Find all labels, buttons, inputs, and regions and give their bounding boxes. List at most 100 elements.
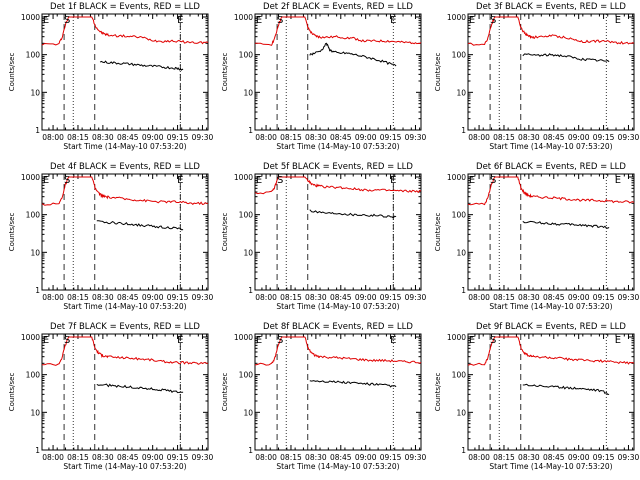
x-tick-label: 09:15 — [593, 293, 615, 302]
chart-panel: Det 9f BLACK = Events, RED = LLD 1000 100 1… — [434, 322, 640, 471]
y-tick-label: 1 — [248, 446, 253, 455]
y-tick-label: 1 — [461, 126, 466, 135]
chart-panel: Det 3f BLACK = Events, RED = LLD 1000 100 1… — [434, 2, 640, 151]
start-marker-label: S — [490, 335, 496, 346]
chart-panel: Det 1f BLACK = Events, RED = LLD 1000 100 1… — [8, 2, 214, 151]
x-tick-label: 09:00 — [142, 133, 164, 142]
end-marker-label: E — [256, 175, 262, 186]
y-tick-label: 1000 — [21, 173, 40, 182]
lld-series-line — [41, 176, 209, 206]
y-tick-label: 100 — [26, 211, 41, 220]
end-marker-label: E — [469, 335, 475, 346]
chart-title: Det 9f BLACK = Events, RED = LLD — [476, 322, 626, 332]
chart-panel: Det 7f BLACK = Events, RED = LLD 1000 100 1… — [8, 322, 214, 471]
x-tick-label: 09:00 — [355, 453, 377, 462]
y-tick-label: 10 — [456, 88, 466, 97]
y-tick-label: 1000 — [21, 333, 40, 342]
x-tick-label: 08:15 — [280, 133, 302, 142]
end-marker-label: E — [43, 15, 49, 26]
x-tick-label: 08:15 — [67, 453, 89, 462]
plot-frame — [254, 13, 422, 131]
x-tick-label: 09:15 — [380, 133, 402, 142]
x-axis-label: Start Time (14-May-10 07:53:20) — [489, 302, 612, 311]
end-marker-label: E — [615, 335, 621, 346]
chart-panel: Det 2f BLACK = Events, RED = LLD 1000 100 1… — [221, 2, 427, 151]
x-tick-label: 08:00 — [468, 133, 490, 142]
y-tick-label: 1000 — [447, 333, 466, 342]
y-tick-label: 100 — [452, 211, 467, 220]
y-axis-label: Counts/sec — [434, 373, 442, 412]
y-tick-label: 100 — [239, 371, 254, 380]
y-tick-label: 1000 — [234, 13, 253, 22]
y-axis-label: Counts/sec — [434, 213, 442, 252]
chart-title: Det 1f BLACK = Events, RED = LLD — [50, 2, 200, 12]
lld-series-line — [254, 176, 422, 195]
y-tick-label: 100 — [26, 51, 41, 60]
x-tick-label: 08:45 — [117, 453, 139, 462]
y-tick-label: 10 — [243, 408, 253, 417]
chart-title: Det 4f BLACK = Events, RED = LLD — [50, 162, 200, 172]
x-tick-label: 09:30 — [192, 293, 214, 302]
x-tick-label: 08:00 — [42, 133, 64, 142]
end-marker-label: E — [615, 175, 621, 186]
y-axis-label: Counts/sec — [221, 213, 229, 252]
x-tick-label: 08:45 — [117, 293, 139, 302]
y-tick-label: 1 — [35, 286, 40, 295]
x-tick-label: 09:30 — [405, 293, 427, 302]
events-series-line — [96, 383, 184, 394]
x-tick-label: 08:30 — [518, 453, 540, 462]
x-tick-label: 09:30 — [192, 453, 214, 462]
y-tick-label: 10 — [30, 88, 40, 97]
events-series-line — [522, 53, 610, 63]
x-tick-label: 08:00 — [255, 453, 277, 462]
y-tick-label: 10 — [30, 408, 40, 417]
x-tick-label: 09:00 — [355, 293, 377, 302]
y-axis-label: Counts/sec — [434, 53, 442, 92]
chart-panel: Det 6f BLACK = Events, RED = LLD 1000 100 1… — [434, 162, 640, 311]
plot-frame — [41, 333, 209, 451]
y-tick-label: 1000 — [447, 13, 466, 22]
chart-panel: Det 4f BLACK = Events, RED = LLD 1000 100 1… — [8, 162, 214, 311]
x-tick-label: 08:00 — [255, 293, 277, 302]
lld-series-line — [467, 336, 635, 366]
chart-title: Det 3f BLACK = Events, RED = LLD — [476, 2, 626, 12]
plot-frame — [467, 333, 635, 451]
end-marker-label: E — [177, 15, 183, 26]
x-tick-label: 08:45 — [330, 453, 352, 462]
y-tick-label: 100 — [239, 211, 254, 220]
y-tick-label: 10 — [456, 408, 466, 417]
chart-panel: Det 5f BLACK = Events, RED = LLD 1000 100 1… — [221, 162, 427, 311]
y-tick-label: 10 — [30, 248, 40, 257]
x-tick-label: 08:15 — [67, 133, 89, 142]
end-marker-label: E — [256, 15, 262, 26]
y-tick-label: 1 — [461, 446, 466, 455]
x-tick-label: 08:00 — [468, 293, 490, 302]
x-tick-label: 08:15 — [493, 133, 515, 142]
x-tick-label: 08:15 — [67, 293, 89, 302]
y-tick-label: 100 — [452, 51, 467, 60]
x-tick-label: 09:00 — [568, 133, 590, 142]
x-tick-label: 08:00 — [42, 293, 64, 302]
x-tick-label: 09:30 — [192, 133, 214, 142]
lld-series-line — [254, 336, 422, 366]
x-tick-label: 08:45 — [543, 133, 565, 142]
end-marker-label: E — [390, 175, 396, 186]
x-tick-label: 08:00 — [255, 133, 277, 142]
x-tick-label: 08:45 — [543, 293, 565, 302]
y-tick-label: 1 — [248, 126, 253, 135]
x-tick-label: 09:00 — [355, 133, 377, 142]
events-series-line — [309, 380, 397, 388]
start-marker-label: S — [277, 15, 283, 26]
x-axis-label: Start Time (14-May-10 07:53:20) — [63, 462, 186, 471]
start-marker-label: S — [64, 175, 70, 186]
y-tick-label: 1 — [461, 286, 466, 295]
lld-series-line — [467, 176, 635, 206]
chart-title: Det 5f BLACK = Events, RED = LLD — [263, 162, 413, 172]
y-axis-label: Counts/sec — [221, 373, 229, 412]
x-tick-label: 08:15 — [280, 293, 302, 302]
x-tick-label: 08:15 — [493, 453, 515, 462]
y-tick-label: 10 — [243, 88, 253, 97]
chart-title: Det 8f BLACK = Events, RED = LLD — [263, 322, 413, 332]
x-axis-label: Start Time (14-May-10 07:53:20) — [489, 462, 612, 471]
x-tick-label: 09:00 — [568, 293, 590, 302]
